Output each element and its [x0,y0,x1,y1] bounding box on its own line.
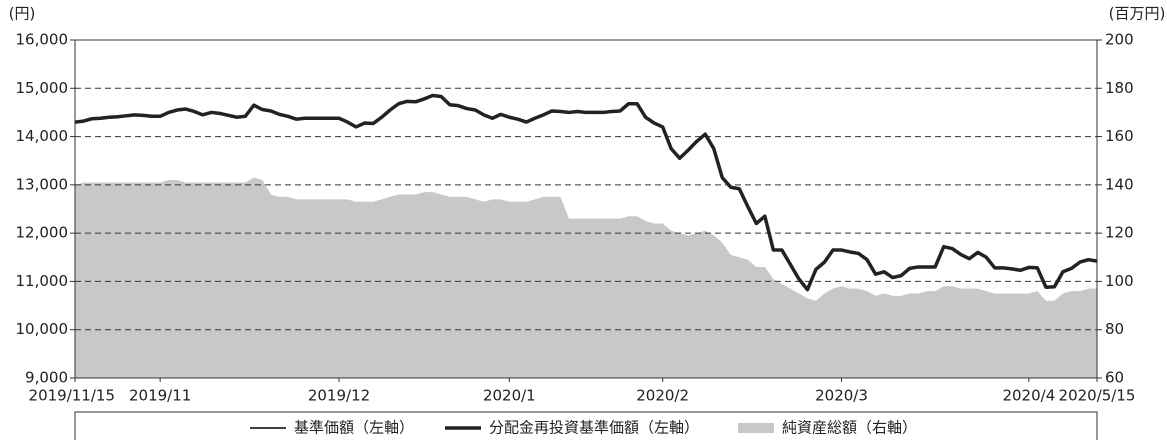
y-tick-label: 13,000 [16,175,69,193]
y-tick-label: 16,000 [16,31,69,49]
y2-tick-label: 160 [1105,127,1134,145]
legend-label: 分配金再投資基準価額（左軸） [489,419,699,437]
y-tick-label: 9,000 [25,369,68,387]
area [75,177,1097,378]
y2-tick-label: 120 [1105,224,1134,242]
legend-label: 基準価額（左軸） [294,419,414,437]
legend-swatch [738,423,774,433]
y-tick-label: 12,000 [16,224,69,242]
y-tick-label: 15,000 [16,79,69,97]
x-tick-label: 2019/11/15 [29,387,115,405]
x-tick-label: 2020/4 [1002,387,1055,405]
line [74,93,1098,292]
x-tick-label: 2020/2 [636,387,689,405]
legend-box [74,411,1098,440]
legend-label: 純資産総額（右軸） [782,419,917,437]
y-tick-label: 14,000 [16,127,69,145]
y2-tick-label: 200 [1105,31,1134,49]
y2-tick-label: 180 [1105,79,1134,97]
y2-tick-label: 140 [1105,175,1134,193]
x-tick-label: 2020/3 [815,387,868,405]
plot-frame [74,39,1098,379]
y-axis-unit: (円) [9,5,36,23]
x-tick-label: 2019/12 [308,387,370,405]
y2-axis-unit: (百万円) [1109,5,1166,23]
x-tick-label: 2020/5/15 [1059,387,1136,405]
y2-tick-label: 60 [1105,369,1124,387]
x-tick-label: 2020/1 [483,387,536,405]
y-tick-label: 11,000 [16,272,69,290]
y2-tick-label: 100 [1105,272,1134,290]
y2-tick-label: 80 [1105,320,1124,338]
x-tick-label: 2019/11 [129,387,191,405]
y-tick-label: 10,000 [16,320,69,338]
